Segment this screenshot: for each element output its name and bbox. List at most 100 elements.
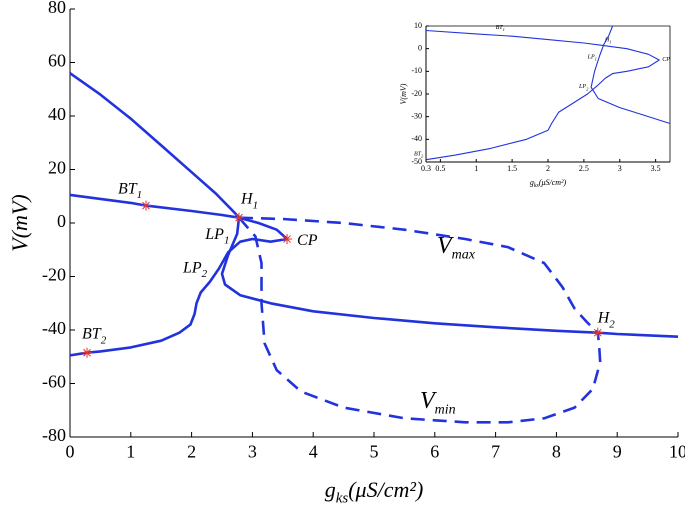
- y-tick-label: -10: [411, 66, 422, 75]
- point-label-main: LP: [578, 85, 586, 91]
- curve: [238, 216, 602, 424]
- point-label: H2: [597, 309, 616, 329]
- y-axis-label: V(mV): [7, 194, 32, 251]
- y-tick-label: 20: [48, 158, 66, 178]
- y-tick-label: 10: [414, 21, 422, 30]
- x-tick-label: 10: [669, 441, 685, 461]
- point-label: LP1: [587, 55, 597, 62]
- y-tick-label: -20: [42, 265, 66, 285]
- x-axis-label-sub: ks: [336, 491, 349, 507]
- point-label-main: LP: [204, 226, 224, 243]
- x-tick-label: 7: [491, 441, 500, 461]
- point-label: H1: [604, 38, 612, 45]
- point-label: H1: [240, 190, 258, 210]
- y-tick-label: -40: [42, 318, 66, 338]
- point-label-sub: 1: [609, 39, 611, 44]
- y-tick-label: 40: [48, 104, 66, 124]
- point-label: LP2: [182, 259, 208, 279]
- y-tick-label: -50: [411, 157, 422, 166]
- point-label-main: CP: [662, 57, 670, 63]
- point-label-sub: 2: [202, 268, 208, 280]
- point-label: CP: [662, 57, 670, 63]
- y-tick-label: -20: [411, 89, 422, 98]
- point-label-sub: 1: [595, 57, 597, 62]
- x-axis-label-rest: (μS/cm²): [539, 178, 567, 187]
- inset-chart: 0.3 0.5 1 1.5 2 2.5 3 3.5 -50 -40 -30 -20 -10 0 10 gks(…: [399, 21, 671, 189]
- marker-stroke: [83, 348, 91, 357]
- curve: [69, 72, 679, 338]
- bifurcation-marker: [234, 212, 245, 223]
- point-label: CP: [297, 232, 318, 249]
- y-tick-label: -60: [42, 372, 66, 392]
- point-label-sub: 2: [101, 334, 107, 346]
- annotation-main: V: [437, 233, 454, 259]
- marker-stroke: [593, 328, 602, 337]
- marker-stroke: [235, 213, 243, 222]
- bifurcation-marker: [592, 327, 603, 338]
- x-tick-label: 0.3: [421, 164, 431, 173]
- y-tick-label: -40: [411, 134, 422, 143]
- x-tick-label: 0: [66, 441, 75, 461]
- point-label-sub: 2: [421, 154, 424, 159]
- bifurcation-marker: [82, 347, 93, 358]
- point-label-main: BT: [414, 152, 422, 158]
- x-axis-label: gks(μS/cm²): [530, 178, 567, 189]
- bifurcation-marker: [282, 234, 293, 245]
- point-label-main: LP: [587, 55, 595, 61]
- point-label: BT2: [82, 325, 107, 345]
- curve: [425, 29, 660, 161]
- x-tick-label: 9: [613, 441, 622, 461]
- point-label-sub: 2: [586, 86, 589, 91]
- x-axis-label-main: g: [325, 477, 336, 502]
- bifurcation-marker: [141, 200, 151, 211]
- x-tick-label: 1: [126, 441, 135, 461]
- point-label: BT1: [496, 25, 505, 32]
- y-tick-label: -30: [411, 111, 422, 120]
- point-label-sub: 1: [503, 27, 505, 32]
- point-label-main: H: [597, 309, 611, 326]
- marker-stroke: [142, 201, 150, 210]
- curve: [238, 216, 599, 334]
- inset-background: [426, 26, 670, 162]
- x-tick-label: 2: [546, 164, 550, 173]
- point-label: BT1: [118, 180, 142, 200]
- point-label: BT2: [414, 152, 424, 159]
- x-tick-label: 6: [430, 441, 439, 461]
- x-tick-label: 8: [552, 441, 561, 461]
- point-label-main: CP: [297, 232, 318, 249]
- x-tick-label: 4: [309, 441, 318, 461]
- point-label-sub: 1: [253, 199, 258, 211]
- x-tick-label: 3: [248, 441, 257, 461]
- point-label-main: BT: [82, 325, 102, 342]
- annotation: Vmin: [420, 388, 456, 418]
- x-tick-label: 0.5: [435, 164, 445, 173]
- y-axis-label: V(mV): [399, 83, 408, 104]
- x-tick-label: 3.5: [651, 164, 661, 173]
- point-label-sub: 1: [137, 189, 143, 201]
- point-label-main: BT: [118, 180, 138, 197]
- point-label: LP2: [578, 85, 589, 92]
- point-label-main: H: [604, 38, 610, 44]
- x-axis-label-rest: (μS/cm²): [348, 477, 423, 502]
- annotation-sub: min: [435, 403, 456, 418]
- x-axis-label-sub: ks: [534, 183, 540, 189]
- main-chart: 0 1 2 3 4 5 6 7 8 9 10-80-60-40-20020406080gks(μS/…: [7, 0, 685, 507]
- point-label: LP1: [204, 226, 229, 246]
- point-label-sub: 1: [224, 234, 230, 246]
- y-tick-label: 60: [48, 51, 66, 71]
- marker-stroke: [283, 235, 291, 243]
- y-tick-label: -80: [42, 425, 66, 445]
- point-label-main: BT: [496, 25, 504, 31]
- x-tick-label: 1: [474, 164, 478, 173]
- x-tick-label: 1.5: [507, 164, 517, 173]
- point-label-main: LP: [182, 259, 202, 276]
- x-axis-label: gks(μS/cm²): [325, 477, 424, 507]
- curve: [69, 193, 289, 357]
- annotation-main: V: [420, 388, 437, 414]
- x-tick-label: 5: [370, 441, 379, 461]
- y-tick-label: 0: [57, 211, 66, 231]
- x-tick-label: 2.5: [579, 164, 589, 173]
- annotation-sub: max: [452, 248, 476, 263]
- x-axis-label-main: g: [530, 178, 534, 187]
